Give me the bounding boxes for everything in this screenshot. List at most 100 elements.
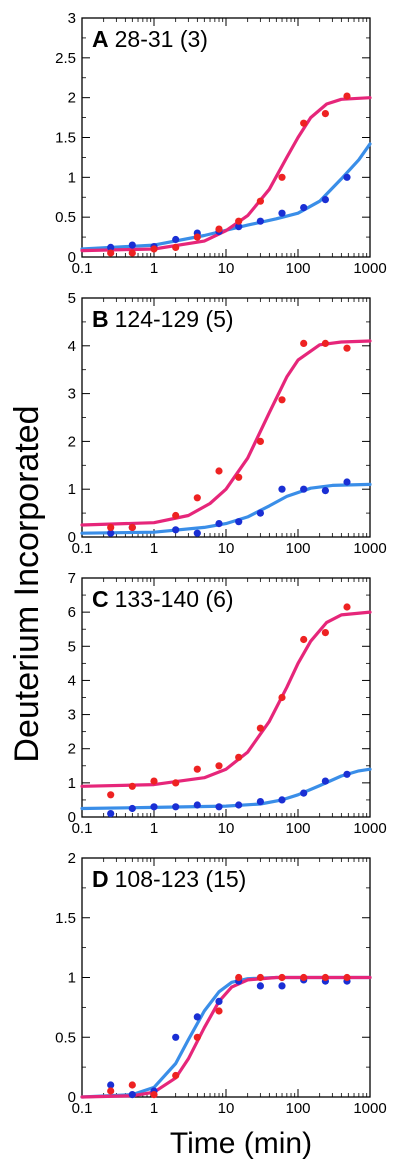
panel-c-label: C 133-140 (6) [92, 586, 234, 612]
panel-b-label: B 124-129 (5) [92, 306, 234, 332]
panel-b-point-red [215, 467, 223, 475]
panel-c-y-tick-label: 0 [68, 809, 76, 826]
panel-d-point-red [107, 1087, 115, 1095]
panel-a-y-tick-label: 3 [68, 10, 76, 27]
panel-a-x-tick-label: 1 [150, 260, 158, 277]
panel-d-point-red [256, 973, 264, 982]
panel-b-point-red [172, 511, 180, 520]
panel-b-point-red [107, 523, 115, 532]
panel-c-y-tick-label: 3 [68, 707, 76, 724]
panel-a-label: A 28-31 (3) [92, 26, 208, 52]
panel-b-point-blue [193, 529, 201, 537]
panel-a-point-red [107, 249, 115, 257]
panel-b-point-red [128, 523, 136, 532]
panel-a-point-blue [235, 223, 243, 231]
panel-d-point-blue [107, 1081, 115, 1089]
panel-c-peptide-range: 133-140 (6) [115, 586, 234, 612]
panel-c-point-red [150, 777, 158, 785]
panel-b-x-tick-label: 10 [218, 540, 235, 557]
panel-d-point-red [300, 973, 308, 982]
panel-a-frame [81, 17, 371, 258]
panel-c-point-blue [172, 803, 180, 811]
panel-d-y-tick-label: 2 [68, 850, 76, 867]
panel-d-fit-pink [80, 975, 372, 1099]
y-axis-label: Deuterium Incorporated [8, 405, 46, 762]
panel-c-point-red [256, 724, 264, 732]
panel-a-point-blue [300, 204, 308, 212]
panel-d-point-red [215, 1007, 223, 1015]
panel-b-point-red [278, 396, 286, 404]
panel-a-point-red [215, 225, 223, 233]
panel-c-point-red [278, 693, 286, 702]
panel-c-x-tick-label: 10 [218, 820, 235, 837]
panel-b-x-tick-label: 100 [285, 540, 310, 557]
panel-b-point-red [235, 473, 243, 481]
panel-d-point-red [321, 973, 329, 982]
panel-c-letter: C [92, 586, 109, 612]
panel-a-point-blue [107, 243, 115, 251]
panel-d-point-red [343, 973, 351, 982]
panel-c-point-red [172, 779, 180, 787]
panel-d-y-tick-label: 0.5 [55, 1029, 76, 1046]
panel-b-point-blue [343, 478, 351, 486]
panel-c-x-tick-label: 100 [285, 820, 310, 837]
panel-d-x-tick-label: 100 [285, 1100, 310, 1117]
panel-b-y-tick-label: 5 [68, 290, 76, 307]
panel-b-point-blue [321, 487, 329, 495]
panel-b-point-blue [278, 485, 286, 493]
panel-c-point-red [235, 753, 243, 761]
panel-a-y-tick-label: 2.5 [55, 50, 76, 67]
panel-b-peptide-range: 124-129 (5) [115, 306, 234, 332]
panel-d-point-red [172, 1071, 180, 1080]
panel-b-point-red [193, 494, 201, 502]
panel-c-y-tick-label: 1 [68, 775, 76, 792]
panel-a-y-tick-label: 1.5 [55, 130, 76, 147]
panel-c-point-blue [215, 803, 223, 811]
panel-c-y-tick-label: 5 [68, 638, 76, 655]
panel-d-point-blue [172, 1033, 180, 1041]
panel-d-point-blue [128, 1091, 136, 1099]
panel-d-x-tick-label: 1 [150, 1100, 158, 1117]
panel-b-point-blue [300, 485, 308, 493]
panel-a-point-red [150, 245, 158, 253]
panel-c-point-blue [343, 770, 351, 778]
panel-a-y-tick-label: 1 [68, 169, 76, 186]
panel-d-letter: D [92, 866, 109, 892]
panel-c-point-red [215, 762, 223, 770]
panel-b-x-tick-label: 1000 [353, 540, 386, 557]
panel-b-point-blue [256, 509, 264, 517]
panel-a-point-blue [128, 241, 136, 249]
panel-b-y-tick-label: 2 [68, 433, 76, 450]
panel-a-fit-pink [80, 96, 372, 253]
panel-a-point-blue [278, 209, 286, 217]
panel-a-y-tick-label: 2 [68, 90, 76, 107]
panel-a-y-tick-label: 0.5 [55, 209, 76, 226]
panel-a-x-tick-label: 10 [218, 260, 235, 277]
panel-b-letter: B [92, 306, 109, 332]
panel-c-point-red [321, 629, 329, 637]
panel-c-point-red [128, 782, 136, 790]
panel-b-fit-pink [80, 339, 372, 527]
panel-a-point-red [128, 249, 136, 257]
panel-a-point-blue [343, 173, 351, 181]
panel-b-y-tick-label: 1 [68, 481, 76, 498]
panel-b-y-tick-label: 4 [68, 338, 76, 355]
panel-b-point-blue [215, 520, 223, 528]
panel-a-point-blue [256, 217, 264, 225]
panel-d-point-blue [256, 982, 264, 990]
panel-d-point-red [235, 973, 243, 982]
panel-a-point-red [343, 92, 351, 100]
panel-c-y-tick-label: 2 [68, 741, 76, 758]
panel-b-point-red [300, 339, 308, 347]
panel-c-fit-pink [80, 610, 372, 788]
panel-a-point-blue [172, 235, 180, 244]
panel-d-x-tick-label: 1000 [353, 1100, 386, 1117]
panel-c-y-tick-label: 6 [68, 604, 76, 621]
panel-a-point-red [300, 119, 308, 127]
panel-c-point-blue [321, 777, 329, 785]
panel-b-y-tick-label: 3 [68, 386, 76, 403]
panel-c-point-blue [278, 796, 286, 804]
panel-d-x-tick-label: 0.1 [72, 1100, 93, 1117]
panel-d-point-blue [215, 997, 223, 1006]
